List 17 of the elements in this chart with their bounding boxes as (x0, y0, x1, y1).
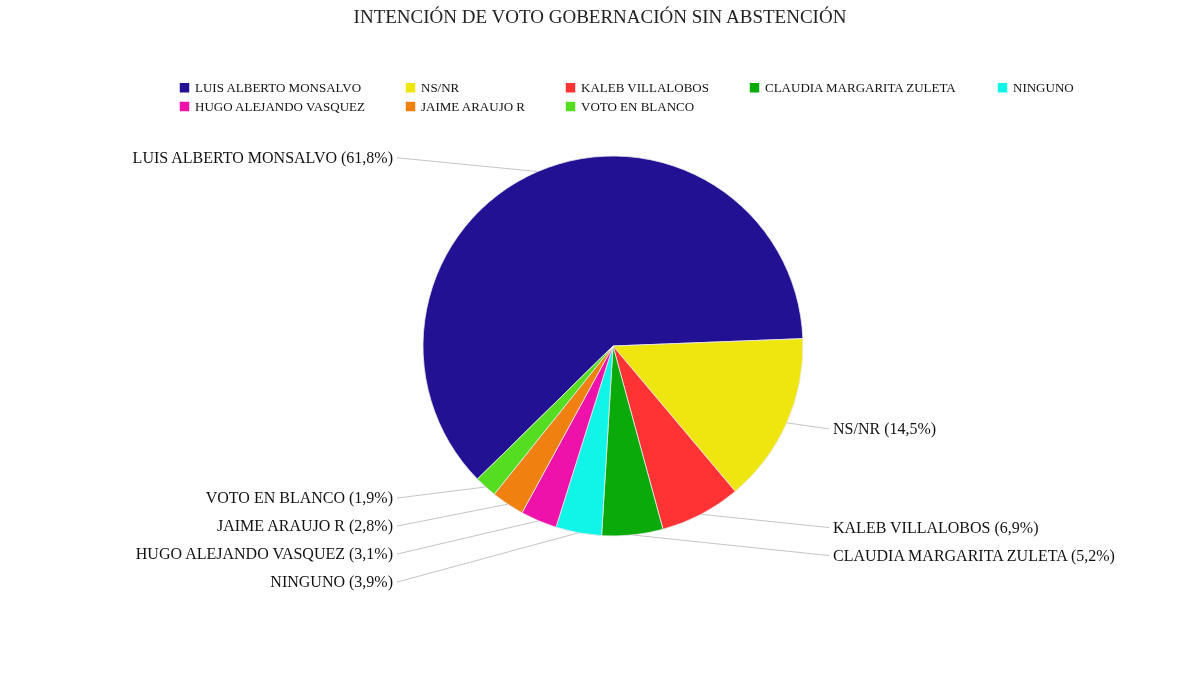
legend-label: LUIS ALBERTO MONSALVO (195, 79, 362, 95)
data-label: LUIS ALBERTO MONSALVO (61,8%) (132, 148, 393, 167)
data-label: VOTO EN BLANCO (1,9%) (205, 489, 393, 508)
chart-title: INTENCIÓN DE VOTO GOBERNACIÓN SIN ABSTENCIÓN (353, 6, 847, 27)
legend-label: KALEB VILLALOBOS (581, 79, 709, 95)
data-label: KALEB VILLALOBOS (6,9%) (833, 518, 1039, 537)
legend-label: NINGUNO (1013, 79, 1074, 95)
data-label: NINGUNO (3,9%) (270, 573, 393, 592)
data-label: JAIME ARAUJO R (2,8%) (217, 517, 393, 536)
data-label: CLAUDIA MARGARITA ZULETA (5,2%) (833, 546, 1115, 565)
legend-label: JAIME ARAUJO R (421, 98, 526, 114)
legend-label: HUGO ALEJANDO VASQUEZ (195, 98, 366, 114)
data-label: NS/NR (14,5%) (833, 419, 937, 438)
data-label: HUGO ALEJANDO VASQUEZ (3,1%) (135, 545, 393, 564)
legend-label: VOTO EN BLANCO (581, 98, 695, 114)
legend-label: NS/NR (421, 79, 460, 95)
legend-label: CLAUDIA MARGARITA ZULETA (765, 79, 957, 95)
